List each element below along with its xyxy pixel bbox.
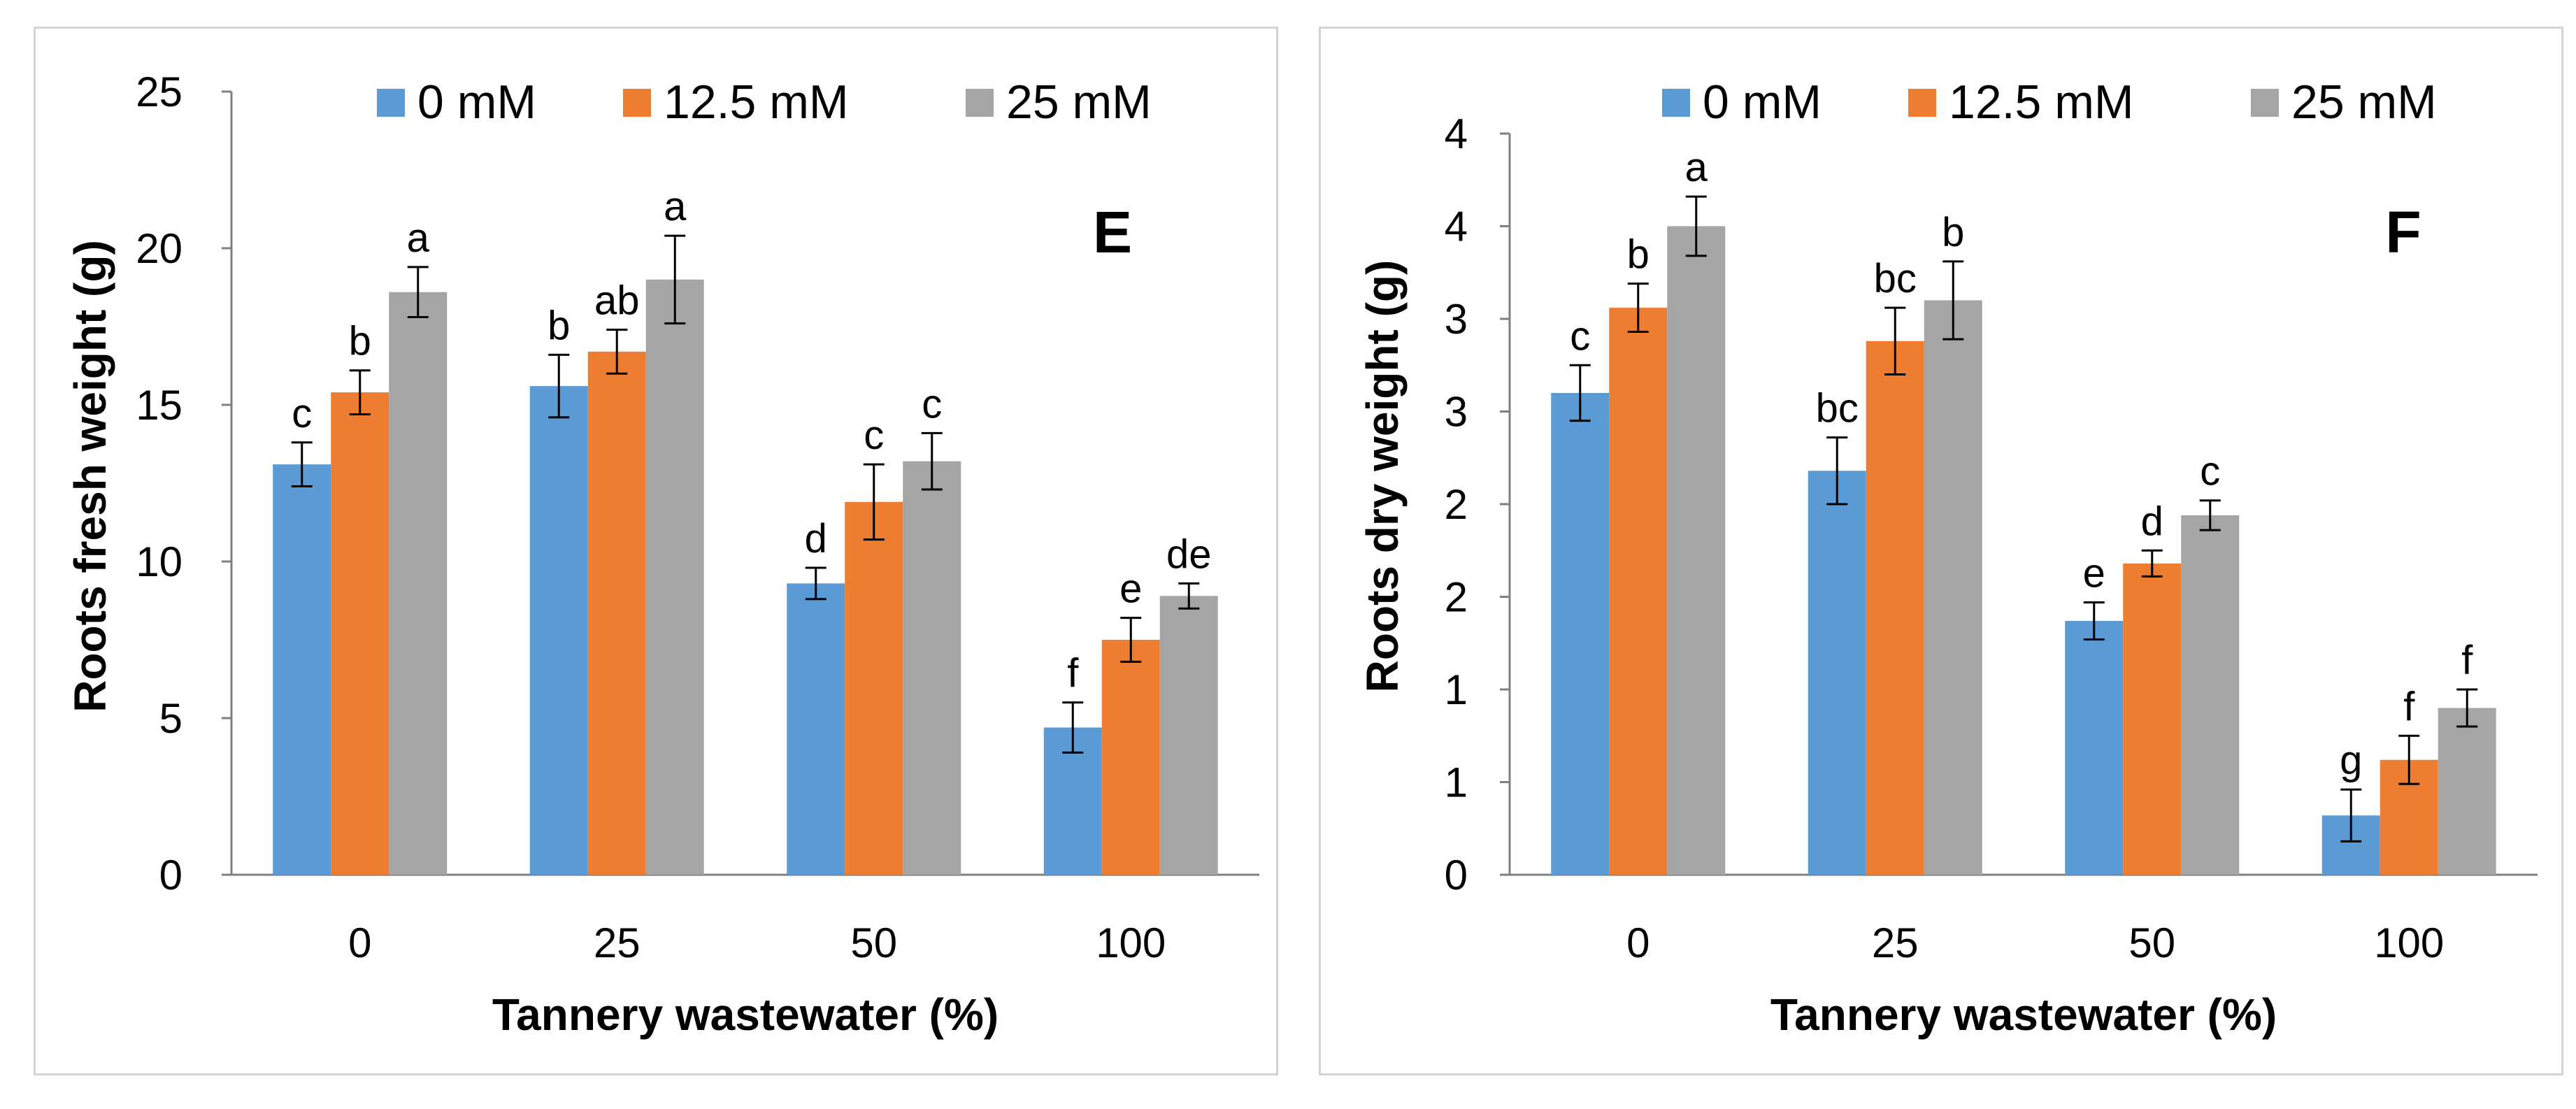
bar	[2438, 708, 2496, 875]
significance-label: de	[1166, 531, 1212, 577]
panel-letter: E	[1093, 199, 1132, 265]
significance-label: g	[2340, 738, 2362, 783]
legend-label: 12.5 mM	[664, 76, 849, 129]
bar	[1159, 596, 1218, 875]
bar	[2181, 515, 2240, 875]
bar	[587, 351, 646, 875]
y-axis-title: Roots fresh weight (g)	[65, 240, 115, 713]
significance-label: d	[805, 516, 827, 561]
legend-label: 25 mM	[1006, 76, 1152, 129]
significance-label: bc	[1816, 386, 1859, 431]
significance-label: c	[864, 413, 884, 458]
panel-letter: F	[2385, 199, 2421, 265]
y-tick-label: 5	[159, 695, 183, 742]
bar	[1924, 300, 1982, 875]
y-tick-label: 4	[1445, 110, 1468, 157]
bar	[1808, 471, 1866, 875]
significance-label: e	[2083, 550, 2105, 596]
y-tick-label: 15	[136, 382, 183, 429]
y-tick-label: 10	[136, 538, 183, 585]
y-tick-label: 2	[1445, 481, 1468, 528]
y-tick-label: 1	[1445, 666, 1468, 713]
y-tick-label: 3	[1445, 389, 1468, 436]
significance-label: a	[664, 184, 687, 229]
chart-panel-f: 0 1 1 2 2 3 3 4 4 0 c b a 25 bc bc b 50 e d c 100 g f f 0 mM 12.5 …	[1319, 27, 2563, 1075]
bar	[1866, 341, 1924, 875]
legend-swatch	[623, 89, 651, 117]
bar	[2065, 620, 2124, 875]
bar	[1667, 226, 1726, 875]
legend-label: 12.5 mM	[1949, 76, 2134, 129]
legend-swatch	[2251, 89, 2279, 117]
significance-label: c	[922, 381, 942, 427]
significance-label: b	[349, 319, 371, 364]
y-tick-label: 3	[1445, 296, 1468, 343]
y-tick-label: 20	[136, 225, 183, 272]
x-tick-label: 25	[594, 920, 641, 966]
y-axis-title: Roots dry weight (g)	[1357, 260, 1408, 693]
significance-label: c	[292, 391, 312, 436]
significance-label: c	[2200, 449, 2220, 494]
bar	[389, 292, 448, 875]
significance-label: a	[407, 215, 430, 261]
bar	[273, 464, 331, 875]
x-tick-label: 100	[2374, 920, 2444, 966]
bar	[1551, 393, 1610, 875]
x-tick-label: 100	[1096, 920, 1166, 966]
legend-swatch	[377, 89, 405, 117]
bar	[2123, 563, 2182, 875]
y-tick-label: 4	[1445, 203, 1468, 250]
bar	[1101, 640, 1160, 875]
y-tick-label: 2	[1445, 574, 1468, 621]
legend-swatch	[1908, 89, 1936, 117]
significance-label: c	[1570, 313, 1590, 359]
x-tick-label: 50	[2128, 920, 2175, 966]
bar	[1609, 308, 1668, 875]
significance-label: b	[1942, 210, 1964, 255]
y-tick-label: 1	[1445, 759, 1468, 806]
y-tick-label: 0	[1445, 852, 1468, 899]
y-tick-label: 0	[159, 852, 183, 899]
significance-label: f	[2403, 684, 2415, 729]
legend-label: 0 mM	[1703, 76, 1822, 129]
significance-label: d	[2141, 499, 2163, 544]
bar	[645, 279, 704, 875]
legend-swatch	[1662, 89, 1690, 117]
significance-label: f	[1067, 651, 1079, 696]
bar	[903, 461, 961, 875]
bar	[845, 501, 903, 875]
y-tick-label: 25	[136, 69, 183, 115]
x-axis-title: Tannery wastewater (%)	[1770, 989, 2277, 1040]
x-tick-label: 0	[348, 920, 371, 966]
significance-label: e	[1119, 566, 1142, 612]
significance-label: ab	[594, 278, 640, 323]
x-tick-label: 25	[1872, 920, 1919, 966]
bar	[331, 392, 389, 875]
legend-label: 0 mM	[417, 76, 536, 129]
bar	[529, 386, 588, 875]
significance-label: bc	[1874, 256, 1917, 301]
bar	[787, 583, 845, 875]
significance-label: a	[1685, 145, 1708, 190]
legend-swatch	[966, 89, 994, 117]
significance-label: b	[1627, 232, 1650, 278]
significance-label: b	[548, 303, 570, 348]
x-axis-title: Tannery wastewater (%)	[492, 989, 999, 1040]
legend-label: 25 mM	[2291, 76, 2437, 129]
x-tick-label: 50	[850, 920, 897, 966]
chart-panel-e: 0 5 10 15 20 25 0 c b a 25 b ab a 50 d c c 100 f e de 0 mM 12.5…	[34, 27, 1278, 1075]
x-tick-label: 0	[1626, 920, 1650, 966]
significance-label: f	[2461, 638, 2473, 683]
